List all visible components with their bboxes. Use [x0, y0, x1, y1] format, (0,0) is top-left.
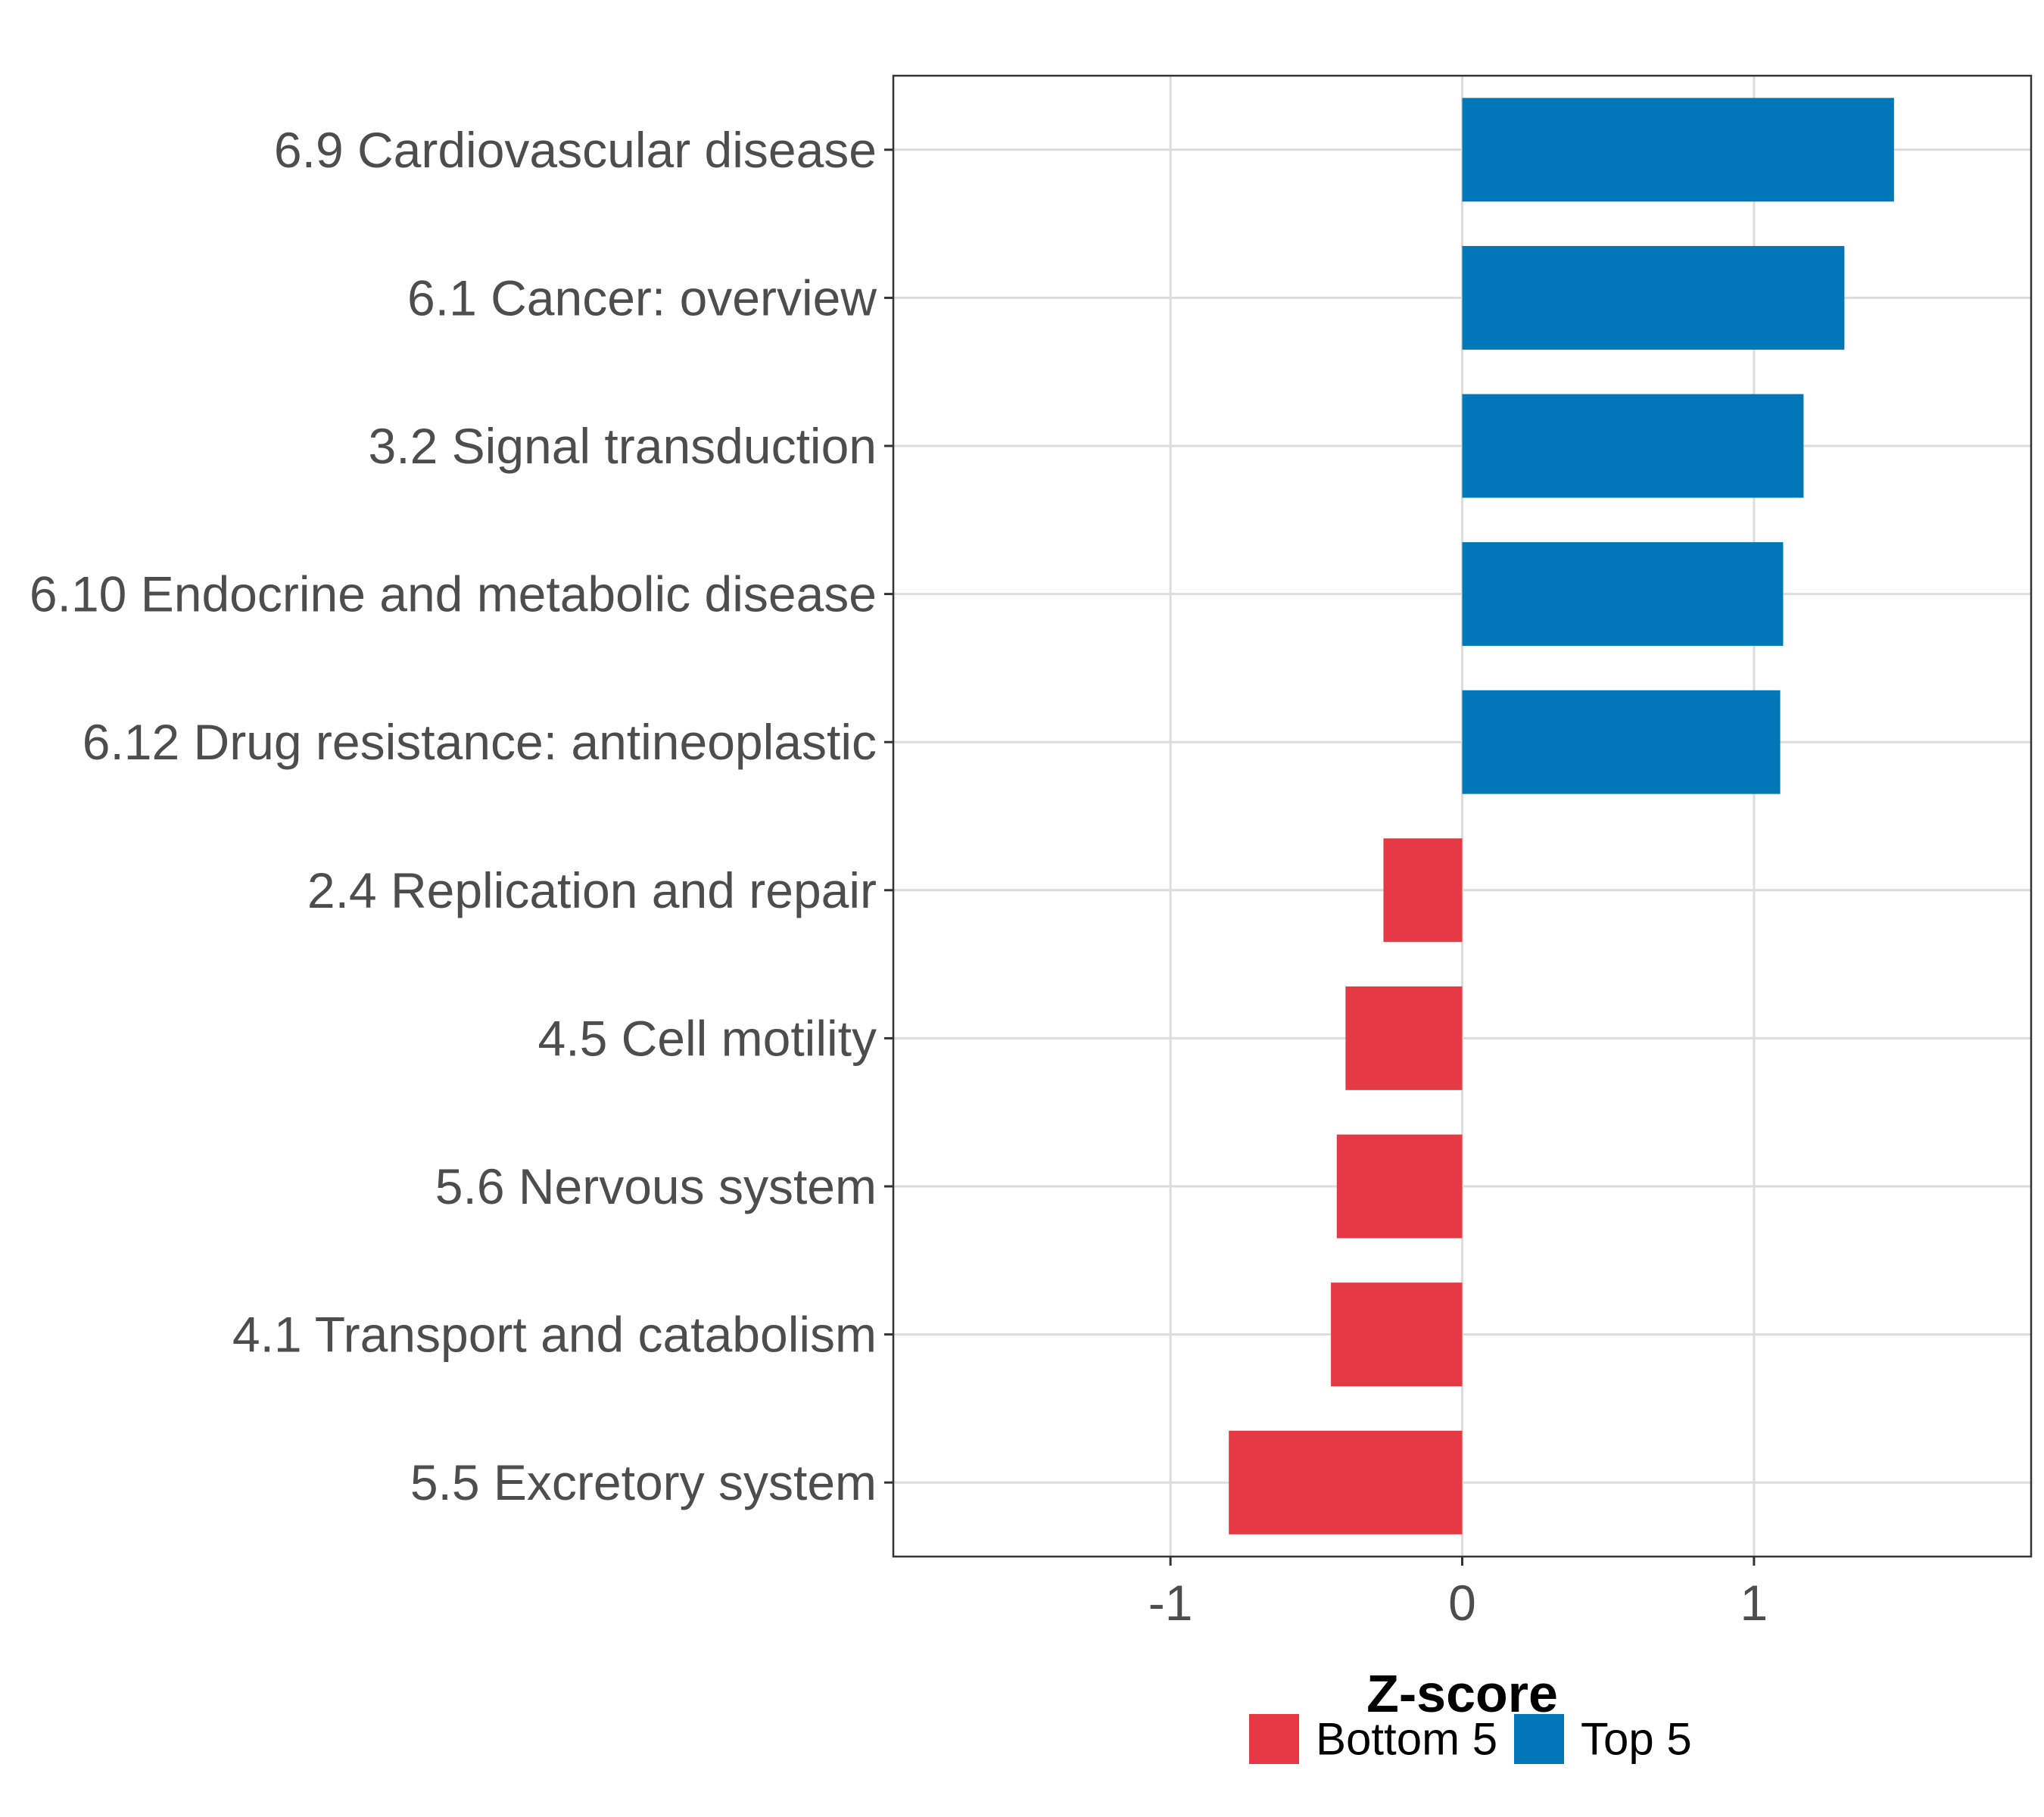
- x-tick-label-2: 1: [1740, 1575, 1768, 1631]
- y-tick-label-5-6-nervous-system: 5.6 Nervous system: [435, 1158, 877, 1214]
- bar-2-4-replication-and-repair: [1383, 838, 1463, 943]
- bar-4-5-cell-motility: [1345, 986, 1463, 1090]
- bar-6-10-endocrine-and-metabolic-disease: [1462, 542, 1784, 647]
- legend-swatch-top-5: [1514, 1714, 1564, 1764]
- legend-swatch-bottom-5: [1249, 1714, 1299, 1764]
- x-tick-label-0: -1: [1148, 1575, 1193, 1631]
- bar-6-12-drug-resistance-antineoplastic: [1462, 690, 1781, 794]
- x-axis-label: Z-score: [1366, 1664, 1558, 1723]
- bar-3-2-signal-transduction: [1462, 394, 1804, 498]
- legend-label-top-5: Top 5: [1581, 1714, 1692, 1765]
- y-tick-label-6-10-endocrine-and-metabolic-disease: 6.10 Endocrine and metabolic disease: [30, 566, 877, 622]
- legend: Bottom 5 Top 5: [1249, 1714, 1692, 1765]
- bar-4-1-transport-and-catabolism: [1331, 1282, 1463, 1387]
- y-tick-label-6-12-drug-resistance-antineoplastic: 6.12 Drug resistance: antineoplastic: [83, 714, 877, 770]
- bar-5-6-nervous-system: [1336, 1134, 1463, 1239]
- x-tick-label-1: 0: [1448, 1575, 1476, 1631]
- legend-label-bottom-5: Bottom 5: [1316, 1714, 1497, 1765]
- y-tick-label-3-2-signal-transduction: 3.2 Signal transduction: [369, 418, 877, 474]
- bar-6-1-cancer-overview: [1462, 245, 1845, 350]
- bars: [1229, 98, 1894, 1535]
- y-axis: 6.9 Cardiovascular disease 6.1 Cancer: ov…: [30, 122, 893, 1510]
- bar-5-5-excretory-system: [1229, 1430, 1463, 1535]
- y-tick-label-6-1-cancer-overview: 6.1 Cancer: overview: [407, 270, 877, 326]
- x-axis: -1 0 1: [1148, 1557, 1768, 1631]
- y-tick-label-4-1-transport-and-catabolism: 4.1 Transport and catabolism: [232, 1307, 877, 1363]
- y-tick-label-4-5-cell-motility: 4.5 Cell motility: [538, 1010, 877, 1066]
- y-tick-label-5-5-excretory-system: 5.5 Excretory system: [410, 1454, 877, 1510]
- y-tick-label-2-4-replication-and-repair: 2.4 Replication and repair: [307, 862, 877, 918]
- bar-6-9-cardiovascular-disease: [1462, 98, 1894, 202]
- y-tick-label-6-9-cardiovascular-disease: 6.9 Cardiovascular disease: [274, 122, 877, 178]
